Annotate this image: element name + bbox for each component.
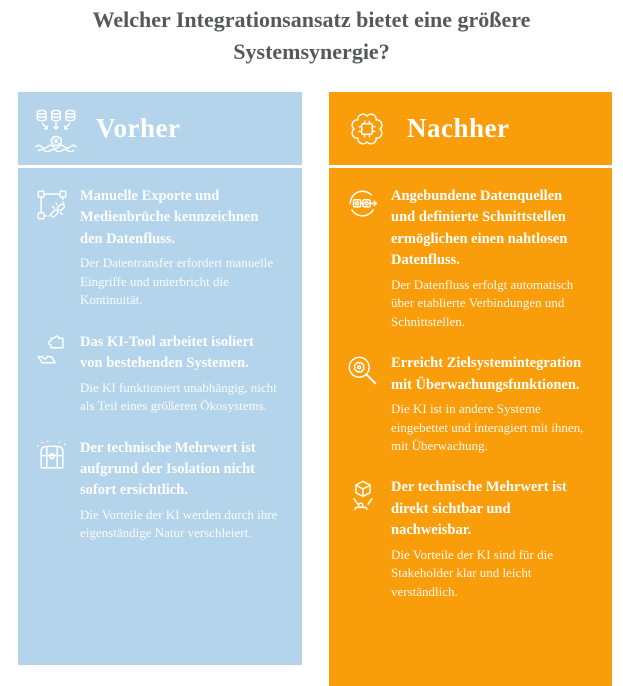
item-text: Angebundene Datenquellen und definierte …: [391, 186, 590, 331]
page-title: Welcher Integrationsansatz bietet eine g…: [0, 4, 623, 68]
broken-link-frame-icon: [32, 186, 72, 310]
item-title: Erreicht Zielsystemintegration mit Überw…: [391, 355, 582, 393]
ai-brain-chip-icon: [344, 106, 390, 152]
list-item: Der technische Mehrwert ist direkt sicht…: [343, 477, 590, 601]
list-item: Das KI-Tool arbeitet isoliert von besteh…: [32, 332, 280, 416]
item-title: Das KI-Tool arbeitet isoliert von besteh…: [80, 333, 254, 372]
item-title: Der technische Mehrwert ist direkt sicht…: [391, 479, 567, 539]
list-item: Erreicht Zielsystemintegration mit Überw…: [343, 353, 590, 455]
item-text: Erreicht Zielsystemintegration mit Überw…: [391, 353, 590, 455]
before-header-label: Vorher: [96, 113, 181, 143]
item-text: Das KI-Tool arbeitet isoliert von besteh…: [80, 332, 279, 416]
after-column-body: Angebundene Datenquellen und definierte …: [329, 168, 612, 601]
list-item: Angebundene Datenquellen und definierte …: [343, 186, 590, 331]
item-text: Der technische Mehrwert ist direkt sicht…: [391, 477, 590, 601]
list-item: Der technische Mehrwert ist aufgrund der…: [32, 438, 280, 543]
item-description: Der Datentransfer erfordert manuelle Ein…: [80, 255, 274, 308]
item-text: Manuelle Exporte und Medienbrüche kennze…: [80, 186, 279, 310]
after-header-label: Nachher: [407, 113, 510, 143]
page-title-line1: Welcher Integrationsansatz bietet eine g…: [92, 7, 531, 32]
item-text: Der technische Mehrwert ist aufgrund der…: [80, 438, 279, 543]
before-column-header: Vorher: [18, 92, 302, 168]
after-column: Nachher: [329, 92, 612, 686]
item-description: Die Vorteile der KI sind für die Stakeho…: [391, 546, 553, 599]
cube-projection-icon: [343, 477, 383, 601]
item-description: Die KI ist in andere Systeme eingebettet…: [391, 401, 584, 453]
treasure-chest-icon: [32, 438, 72, 543]
gear-magnifier-icon: [343, 353, 383, 455]
item-title: Der technische Mehrwert ist aufgrund der…: [80, 439, 256, 499]
data-overload-icon: [33, 106, 79, 152]
item-description: Der Datenfluss erfolgt automatisch über …: [391, 276, 574, 329]
before-column: Vorher: [18, 92, 302, 665]
item-description: Die KI funktioniert unabhängig, nicht al…: [80, 379, 277, 414]
item-description: Die Vorteile der KI werden durch ihre ei…: [80, 506, 278, 541]
after-column-header: Nachher: [329, 92, 612, 168]
isolated-puzzle-icon: [32, 332, 72, 416]
item-title: Angebundene Datenquellen und definierte …: [391, 188, 568, 269]
list-item: Manuelle Exporte und Medienbrüche kennze…: [32, 186, 280, 310]
before-column-body: Manuelle Exporte und Medienbrüche kennze…: [18, 168, 302, 543]
page-title-line2: Systemsynergie?: [233, 38, 390, 64]
item-title: Manuelle Exporte und Medienbrüche kennze…: [80, 188, 259, 247]
connected-nodes-icon: [343, 186, 383, 331]
